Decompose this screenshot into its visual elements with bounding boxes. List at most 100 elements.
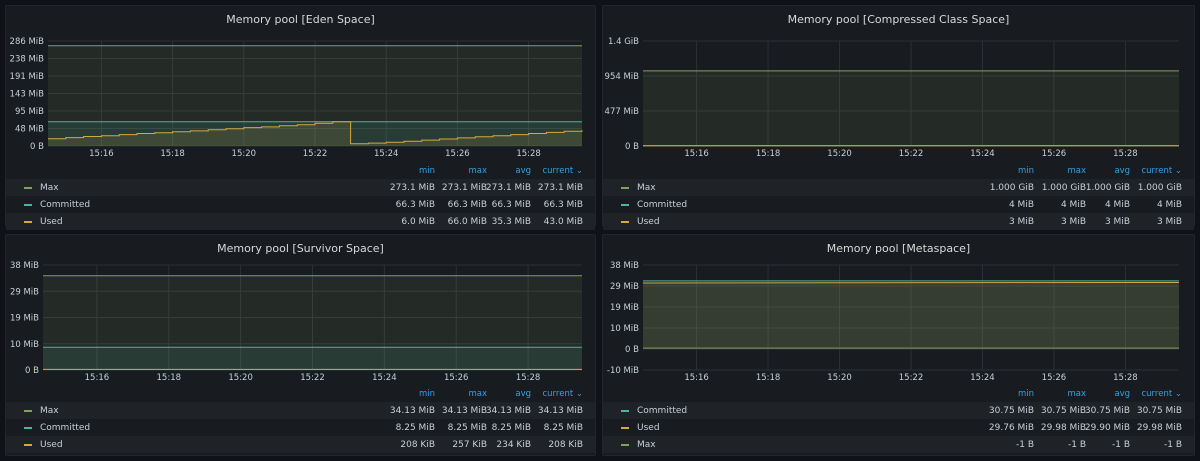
legend-value-max: 1.000 GiB <box>1041 183 1086 193</box>
legend-row-committed[interactable]: Committed 4 MiB 4 MiB 4 MiB 4 MiB <box>603 196 1194 213</box>
legend-header-label: max <box>1067 389 1086 399</box>
legend-header: min max avg current ⌄ <box>603 162 1194 179</box>
legend-header-current[interactable]: current ⌄ <box>1122 389 1183 399</box>
legend-value-avg: 8.25 MiB <box>491 423 531 433</box>
legend-value-max: 3 MiB <box>1060 217 1086 227</box>
series-fill-max <box>43 275 582 370</box>
legend-header-avg[interactable]: avg <box>471 389 531 399</box>
legend-row-used[interactable]: Used 208 KiB 257 KiB 234 KiB 208 KiB <box>6 436 595 453</box>
x-tick-label: 15:18 <box>157 373 182 383</box>
panel-title[interactable]: Memory pool [Eden Space] <box>226 13 375 26</box>
legend-row-committed[interactable]: Committed 30.75 MiB 30.75 MiB 30.75 MiB 30.7… <box>603 402 1194 419</box>
legend-row-max[interactable]: Max 34.13 MiB 34.13 MiB 34.13 MiB 34.13 MiB <box>6 402 595 419</box>
y-tick-label: 286 MiB <box>10 37 45 47</box>
legend-value-avg: 3 MiB <box>1104 217 1130 227</box>
legend-value-avg: 30.75 MiB <box>1084 406 1130 416</box>
legend-header-label: current <box>1141 389 1173 399</box>
legend-swatch <box>24 204 32 206</box>
panel-title[interactable]: Memory pool [Compressed Class Space] <box>787 13 1010 26</box>
legend-value-max: 66.3 MiB <box>447 200 487 210</box>
legend-header-min[interactable]: min <box>974 166 1034 176</box>
legend-value-avg: 1.000 GiB <box>1085 183 1130 193</box>
legend-header-label: avg <box>515 389 531 399</box>
legend-header-max[interactable]: max <box>427 166 487 176</box>
legend-header-avg[interactable]: avg <box>471 166 531 176</box>
legend-header-max[interactable]: max <box>1026 166 1086 176</box>
x-tick-label: 15:18 <box>756 149 781 159</box>
legend-value-max: 34.13 MiB <box>441 406 487 416</box>
legend-row-max[interactable]: Max 1.000 GiB 1.000 GiB 1.000 GiB 1.000 GiB <box>603 179 1194 196</box>
x-tick-label: 15:16 <box>684 149 709 159</box>
legend-header-min[interactable]: min <box>375 389 435 399</box>
panel-1[interactable]: Memory pool [Compressed Class Space] 0 B 4… <box>602 5 1196 230</box>
series-fill-committed <box>643 280 1179 349</box>
legend: min max avg current ⌄ Max 1.000 GiB 1.000 GiB 1… <box>603 162 1194 230</box>
legend-row-committed[interactable]: Committed 8.25 MiB 8.25 MiB 8.25 MiB 8.25 Mi… <box>6 419 595 436</box>
y-tick-label: 19 MiB <box>610 303 639 313</box>
panel-3[interactable]: Memory pool [Metaspace] -10 MiB 0 B 10 MiB 1… <box>602 234 1195 456</box>
series-fill-committed <box>48 121 582 146</box>
legend-value-min: 273.1 MiB <box>389 183 435 193</box>
y-tick-label: -10 MiB <box>607 366 639 376</box>
legend-series-name: Max <box>40 183 59 193</box>
legend-value-current: 208 KiB <box>548 440 583 450</box>
legend-series-name: Used <box>637 217 660 227</box>
series-line-used[interactable] <box>642 282 1180 284</box>
panel-0[interactable]: Memory pool [Eden Space] 0 B 48 MiB 95 MiB 1… <box>5 5 597 230</box>
x-tick-label: 15:24 <box>374 149 399 159</box>
legend-header-current[interactable]: current ⌄ <box>523 166 584 176</box>
y-tick-label: 0 B <box>625 345 639 355</box>
y-tick-label: 1.4 GiB <box>608 37 639 47</box>
panel-2[interactable]: Memory pool [Survivor Space] 0 B 10 MiB 19 … <box>5 234 596 456</box>
series-line-used[interactable] <box>48 121 583 145</box>
x-tick-label: 15:20 <box>232 149 257 159</box>
legend-value-max: 8.25 MiB <box>447 423 487 433</box>
legend-value-max: 257 KiB <box>452 440 487 450</box>
chart-area[interactable]: -10 MiB 0 B 10 MiB 19 MiB 29 MiB 38 MiB 15:16 1… <box>603 235 1196 386</box>
legend-header-avg[interactable]: avg <box>1070 166 1130 176</box>
legend-swatch <box>24 187 32 189</box>
chevron-down-icon: ⌄ <box>1172 389 1182 399</box>
panel-title[interactable]: Memory pool [Survivor Space] <box>217 242 384 255</box>
legend-row-max[interactable]: Max -1 B -1 B -1 B -1 B <box>603 436 1194 453</box>
legend-value-min: 3 MiB <box>1008 217 1034 227</box>
x-tick-label: 15:24 <box>372 373 397 383</box>
legend-row-committed[interactable]: Committed 66.3 MiB 66.3 MiB 66.3 MiB 66.3 Mi… <box>6 196 595 213</box>
x-tick-label: 15:22 <box>300 373 325 383</box>
x-tick-label: 15:20 <box>228 373 253 383</box>
legend-header-min[interactable]: min <box>974 389 1034 399</box>
legend-value-max: 66.0 MiB <box>447 217 487 227</box>
legend-series-name: Committed <box>40 423 91 433</box>
legend-value-avg: 273.1 MiB <box>485 183 531 193</box>
legend-swatch <box>621 410 629 412</box>
y-tick-label: 10 MiB <box>610 324 639 334</box>
legend-header-avg[interactable]: avg <box>1070 389 1130 399</box>
legend-header-min[interactable]: min <box>375 166 435 176</box>
legend-header-max[interactable]: max <box>427 389 487 399</box>
legend-header-current[interactable]: current ⌄ <box>523 389 584 399</box>
y-tick-label: 477 MiB <box>605 107 640 117</box>
legend-value-min: 208 KiB <box>400 440 435 450</box>
x-tick-label: 15:26 <box>1042 373 1067 383</box>
chart-area[interactable]: 0 B 477 MiB 954 MiB 1.4 GiB 15:16 15:18 15:20 1… <box>603 6 1196 162</box>
legend-row-used[interactable]: Used 6.0 MiB 66.0 MiB 35.3 MiB 43.0 MiB <box>6 213 595 230</box>
legend-row-used[interactable]: Used 29.76 MiB 29.98 MiB 29.90 MiB 29.98 MiB <box>603 419 1194 436</box>
y-tick-label: 38 MiB <box>610 261 639 271</box>
legend-value-current: 273.1 MiB <box>537 183 583 193</box>
legend-header-max[interactable]: max <box>1026 389 1086 399</box>
legend-swatch <box>24 221 32 223</box>
panel-title[interactable]: Memory pool [Metaspace] <box>826 242 971 255</box>
legend-value-current: 1.000 GiB <box>1137 183 1182 193</box>
legend-row-max[interactable]: Max 273.1 MiB 273.1 MiB 273.1 MiB 273.1 MiB <box>6 179 595 196</box>
legend: min max avg current ⌄ Max 273.1 MiB 273.1 MiB 2… <box>6 162 595 230</box>
legend-value-min: 8.25 MiB <box>395 423 435 433</box>
legend-row-used[interactable]: Used 3 MiB 3 MiB 3 MiB 3 MiB <box>603 213 1194 230</box>
legend-header-current[interactable]: current ⌄ <box>1122 166 1183 176</box>
legend-value-avg: 29.90 MiB <box>1084 423 1130 433</box>
legend-value-max: 4 MiB <box>1060 200 1086 210</box>
chart-area[interactable]: 0 B 48 MiB 95 MiB 143 MiB 191 MiB 238 MiB 286 … <box>6 6 597 162</box>
chart-area[interactable]: 0 B 10 MiB 19 MiB 29 MiB 38 MiB 15:16 15:18 15:… <box>6 235 597 386</box>
legend-value-current: -1 B <box>1163 440 1182 450</box>
legend-header-label: max <box>468 389 487 399</box>
x-tick-label: 15:26 <box>445 149 470 159</box>
